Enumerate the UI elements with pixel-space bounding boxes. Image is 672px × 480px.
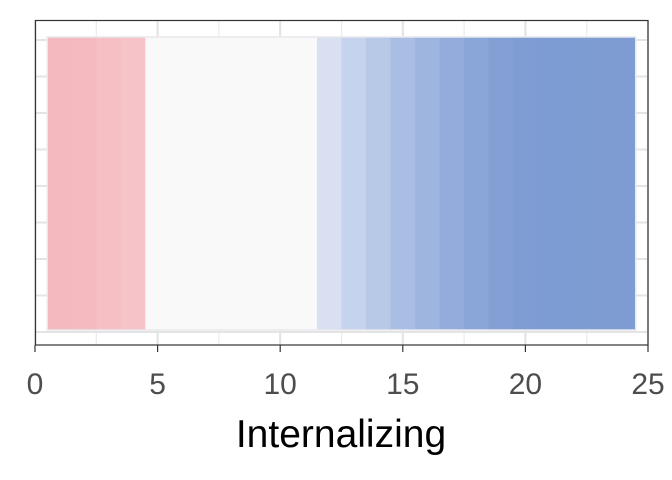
tile-23: [586, 37, 612, 330]
tile-5: [145, 37, 171, 330]
x-tick-label: 15: [386, 368, 419, 401]
x-tick-label: 5: [149, 368, 166, 401]
tile-22: [562, 37, 588, 330]
tile-21: [537, 37, 563, 330]
tile-14: [366, 37, 392, 330]
x-tick-label: 0: [27, 368, 44, 401]
x-tick-label: 10: [264, 368, 297, 401]
x-axis-ticks: [34, 345, 649, 352]
tile-2: [71, 37, 97, 330]
tile-24: [611, 37, 637, 330]
tile-17: [439, 37, 465, 330]
tile-15: [390, 37, 416, 330]
tile-20: [513, 37, 539, 330]
tile-19: [488, 37, 514, 330]
tile-11: [292, 37, 318, 330]
tile-1: [47, 37, 73, 330]
tile-10: [267, 37, 294, 330]
tiles-outline: [46, 36, 637, 331]
tile-7: [194, 37, 220, 330]
tile-9: [243, 37, 269, 330]
tile-16: [415, 37, 441, 330]
x-axis-tick-labels: 0 5 10 15 20 25: [27, 368, 665, 401]
tile-6: [169, 37, 195, 330]
tile-4: [120, 37, 146, 330]
x-axis-title: Internalizing: [236, 413, 446, 456]
tile-13: [341, 37, 367, 330]
tile-8: [218, 37, 245, 330]
x-tick-label: 20: [509, 368, 542, 401]
tile-12: [316, 37, 343, 330]
panel-border: [34, 19, 649, 346]
tile-3: [96, 37, 122, 330]
tile-18: [464, 37, 490, 330]
x-tick-label: 25: [631, 368, 664, 401]
tiles-layer: [46, 36, 637, 331]
